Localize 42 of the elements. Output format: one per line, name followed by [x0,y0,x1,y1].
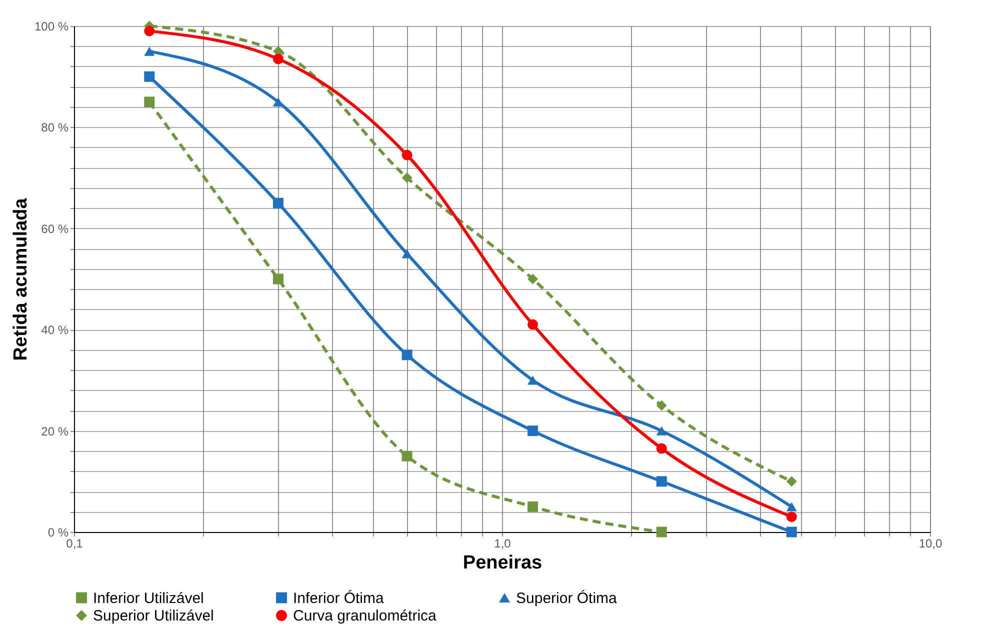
point [656,476,667,487]
point [786,512,797,522]
point [528,274,538,284]
point [272,274,284,284]
point [272,54,284,64]
y-axis-title: Retida acumulada [10,198,32,361]
legend-label: Inferior Ótima [293,588,385,607]
point [402,450,412,462]
x-tick-label: 10,0 [918,536,942,550]
legend-label: Superior Utilizável [93,608,214,624]
point [656,400,667,411]
point [528,319,538,330]
point [402,172,412,184]
point [144,71,155,82]
y-tick-label: 100 % [34,20,69,34]
y-tick-label: 60 % [41,222,69,236]
y-tick-label: 40 % [41,323,69,338]
point [144,96,155,108]
point [402,350,412,360]
point [144,26,155,36]
y-tick-label: 20 % [41,424,69,438]
y-tick-label: 0 % [48,526,69,540]
point [656,526,667,538]
point [786,476,797,487]
legend-label: Curva granulométrica [293,608,438,624]
point [272,198,284,208]
x-axis-title: Peneiras [462,552,542,574]
x-tick-label: 0,1 [66,536,84,550]
y-tick-label: 80 % [41,120,69,135]
point [786,526,797,538]
point [656,426,667,436]
point [786,502,797,512]
point [528,501,538,512]
point [656,443,667,454]
point [402,150,412,160]
point [402,249,412,258]
x-tick-label: 1,0 [494,536,512,550]
legend-label: Inferior Utilizável [93,590,204,607]
point [528,426,538,436]
point [528,376,538,385]
legend-label: Superior Ótima [516,588,618,607]
point [144,46,155,56]
